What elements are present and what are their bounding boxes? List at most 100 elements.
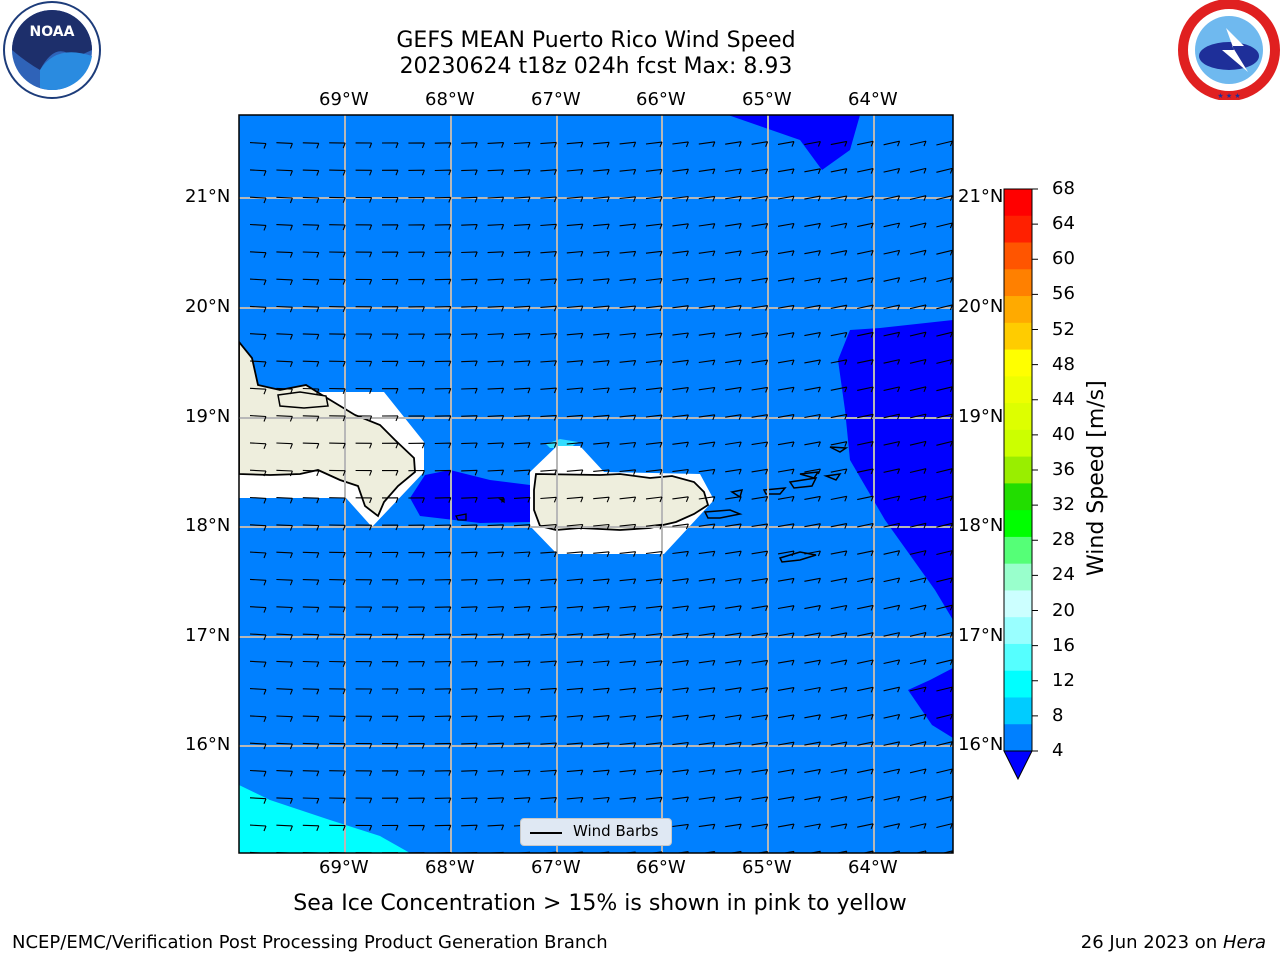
wind-barb	[936, 358, 953, 365]
wind-barb	[487, 223, 505, 230]
wind-barb	[883, 659, 901, 666]
wind-barb	[593, 250, 610, 257]
wind-barb	[883, 495, 901, 502]
wind-barb	[276, 797, 293, 804]
wind-barb	[302, 497, 320, 504]
wind-barb	[276, 524, 293, 531]
wind-barb	[725, 496, 742, 502]
wind-barb	[249, 688, 267, 695]
wind-barb	[909, 195, 927, 201]
wind-barb	[593, 578, 610, 585]
wind-barb	[487, 333, 505, 339]
wind-barb	[619, 605, 637, 612]
noaa-logo: NOAA	[0, 0, 104, 104]
wind-barb	[725, 441, 742, 448]
wind-barb	[804, 332, 821, 338]
wind-barb	[751, 714, 769, 721]
wind-barb	[513, 251, 531, 257]
wind-barb	[329, 551, 346, 558]
vieques-island	[703, 509, 743, 519]
wind-barb	[249, 496, 267, 504]
wind-barb	[249, 551, 267, 559]
wind-barb	[857, 413, 874, 420]
wind-barb	[698, 414, 716, 421]
wind-barb	[830, 331, 848, 338]
wind-barb	[672, 277, 689, 284]
wind-barb	[725, 550, 742, 557]
wind-barb	[408, 169, 425, 176]
wind-barb	[804, 222, 821, 229]
wind-barb	[751, 168, 769, 175]
wind-barb	[777, 796, 795, 803]
wind-barb	[857, 604, 874, 611]
wind-barb	[355, 415, 373, 422]
wind-barb	[936, 304, 953, 311]
wind-barb	[434, 633, 452, 640]
wind-barb	[857, 359, 874, 365]
wind-barb	[936, 659, 953, 666]
wind-barb	[329, 333, 346, 340]
wind-barb	[830, 523, 848, 529]
wind-barb	[513, 414, 531, 421]
wind-barb	[487, 633, 505, 640]
lat-tick-left: 18°N	[185, 515, 231, 536]
wind-barb	[487, 469, 505, 476]
wind-barb	[725, 823, 742, 830]
wind-barb	[513, 496, 531, 503]
wind-barb	[487, 606, 505, 612]
wind-barb	[751, 141, 769, 147]
wind-barb	[777, 468, 795, 475]
wind-barb	[276, 196, 293, 204]
wind-barb	[725, 741, 742, 748]
colorbar-segment	[1004, 483, 1032, 511]
wind-barb	[381, 824, 399, 831]
wind-barb	[751, 769, 769, 775]
wind-barb	[619, 469, 637, 476]
wind-barb	[355, 333, 373, 340]
wind-barb	[461, 688, 478, 694]
wind-barb	[408, 388, 425, 394]
wind-barb	[355, 824, 373, 831]
wind-barb	[249, 578, 267, 586]
wind-barb	[540, 442, 557, 448]
wind-barb	[513, 169, 531, 176]
colorbar-tick-label: 40	[1052, 423, 1075, 445]
wind-barb	[302, 469, 320, 477]
lon-tick-bottom: 68°W	[425, 857, 475, 878]
wind-barb	[302, 333, 320, 340]
wind-barb	[434, 251, 452, 258]
colorbar-segment	[1004, 215, 1032, 244]
wind-barb	[804, 714, 821, 721]
wind-barb	[566, 305, 584, 312]
wind-barb	[593, 605, 610, 612]
wind-barb	[645, 714, 663, 721]
wind-barb	[725, 468, 742, 475]
wind-barb	[857, 441, 874, 447]
wind-barb	[408, 442, 425, 449]
wind-barb	[461, 142, 478, 148]
wind-barb	[461, 169, 478, 176]
wind-barb	[329, 306, 346, 313]
colorbar-segment	[1004, 643, 1032, 672]
wind-barb	[804, 523, 821, 529]
wind-barb	[540, 251, 557, 257]
wind-barb	[909, 468, 927, 474]
wind-barb	[883, 468, 901, 475]
wind-barb	[672, 769, 689, 776]
wind-barb	[276, 415, 293, 422]
wind-barb	[540, 414, 557, 421]
wind-barb	[777, 741, 795, 748]
wind-barb	[777, 659, 795, 666]
lon-tick-bottom: 69°W	[319, 857, 369, 878]
wind-barb	[645, 305, 663, 312]
wind-barb	[698, 714, 716, 721]
wind-barb	[909, 413, 927, 420]
wind-barb	[936, 468, 953, 474]
wind-barb	[249, 305, 267, 313]
wind-barb	[276, 387, 293, 395]
wind-barb	[461, 387, 478, 394]
wind-barb	[751, 386, 769, 393]
wind-barb	[249, 169, 267, 177]
wind-barb	[487, 524, 505, 531]
wind-barb	[936, 768, 953, 775]
